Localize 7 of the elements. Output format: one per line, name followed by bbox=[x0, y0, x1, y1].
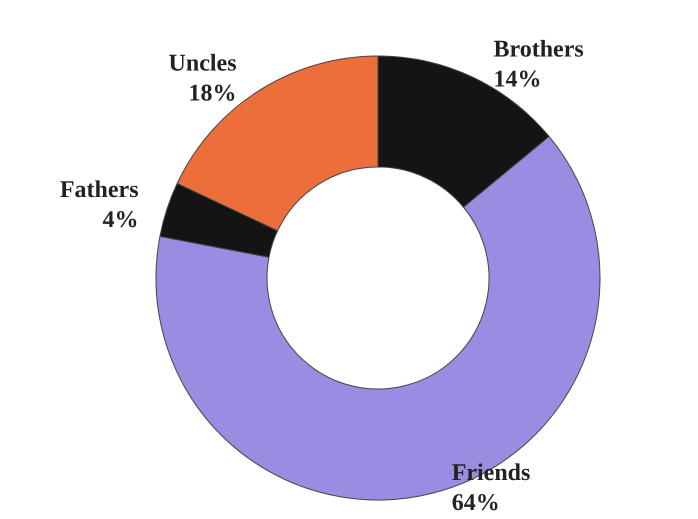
slice-label: Uncles bbox=[168, 50, 237, 77]
slice-label: Brothers bbox=[493, 36, 584, 62]
data-label: 18% bbox=[188, 80, 237, 107]
slice-label: Fathers bbox=[60, 177, 139, 204]
data-label: 14% bbox=[493, 66, 542, 92]
data-label: 64% bbox=[452, 490, 500, 516]
data-label: 4% bbox=[102, 207, 139, 234]
